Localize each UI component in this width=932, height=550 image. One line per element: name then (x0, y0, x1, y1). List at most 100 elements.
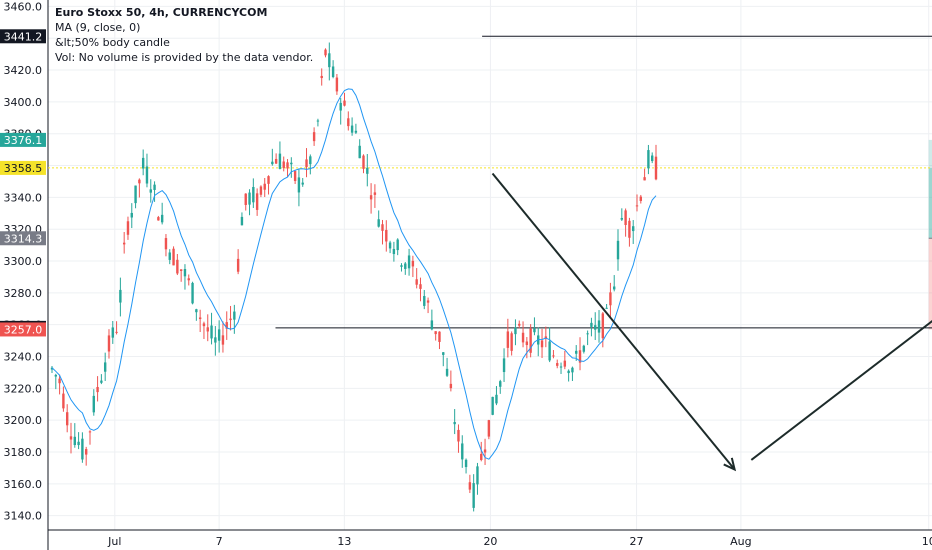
candle-body (415, 279, 418, 285)
candle-body (388, 242, 392, 249)
position-zones (928, 139, 932, 330)
trend-arrow (491, 172, 736, 471)
candle-body (464, 459, 468, 468)
candle-body (274, 158, 278, 164)
candle-body (252, 186, 255, 203)
candle-body (491, 396, 494, 415)
candle-body (198, 317, 202, 320)
candle-body (157, 217, 160, 221)
candle-body (548, 341, 551, 361)
candle-body (160, 214, 164, 223)
candle-body (244, 193, 247, 205)
y-tick-label: 3300.0 (4, 255, 43, 268)
candle-body (461, 443, 464, 460)
candle-body (297, 177, 301, 193)
candle-body (145, 166, 149, 184)
candle-body (293, 171, 297, 181)
chart-legend: Euro Stoxx 50, 4h, CURRENCYCOM MA (9, cl… (55, 5, 313, 65)
candle-body (407, 255, 411, 269)
candle-body (571, 367, 574, 373)
candle-body (487, 420, 491, 437)
candle-body (255, 193, 259, 210)
candle-body (183, 268, 187, 277)
candle-body (187, 278, 190, 281)
candle-body (578, 350, 582, 363)
candle-body (601, 313, 605, 339)
y-tick-label: 3200.0 (4, 414, 43, 427)
candle-body (278, 153, 282, 169)
candle-body (153, 184, 156, 190)
candle-body (423, 296, 426, 306)
candle-body (597, 320, 601, 333)
candle-body (58, 378, 61, 384)
candle-body (290, 162, 293, 165)
candle-body (301, 182, 304, 185)
candle-body (73, 436, 76, 446)
price-badge-label: 3314.3 (4, 232, 43, 245)
x-tick-label: Aug (730, 535, 751, 548)
legend-title: Euro Stoxx 50, 4h, CURRENCYCOM (55, 6, 268, 19)
candle-body (259, 186, 263, 195)
target-zone-upper (928, 139, 932, 168)
x-tick-label: 27 (630, 535, 644, 548)
candle-body (567, 370, 570, 374)
trend-arrow-head (723, 457, 737, 472)
candle-body (100, 380, 103, 383)
candle-body (240, 216, 244, 226)
candle-body (632, 226, 635, 232)
x-tick-label: 13 (337, 535, 351, 548)
candle-body (616, 240, 620, 260)
candle-body (191, 282, 194, 304)
price-badge (0, 29, 46, 44)
candle-body (50, 367, 54, 370)
candle-body (635, 205, 639, 207)
candle-body (400, 265, 403, 267)
candle-body (138, 179, 141, 184)
candle-body (324, 49, 327, 56)
candle-body (119, 289, 122, 303)
y-tick-label: 3280.0 (4, 287, 43, 300)
candle-body (130, 212, 133, 218)
trend-arrow (750, 319, 932, 461)
candle-body (457, 429, 460, 442)
candle-body (320, 75, 323, 79)
candle-body (499, 381, 502, 387)
candle-body (609, 292, 612, 306)
candle-body (271, 161, 274, 165)
legend-ma: MA (9, close, 0) (55, 21, 141, 34)
candle-body (483, 449, 487, 453)
candle-body (179, 269, 183, 271)
candle-body (575, 350, 578, 354)
candle-body (651, 155, 654, 162)
candle-body (472, 483, 475, 508)
candle-body (594, 325, 597, 330)
candle-body (263, 183, 266, 190)
price-badge-label: 3441.2 (4, 30, 43, 43)
candle-body (206, 327, 209, 332)
candle-body (176, 259, 179, 274)
candle-body (81, 438, 84, 460)
x-tick-label: 10 (922, 535, 932, 548)
candle-body (107, 335, 111, 352)
candle-body (518, 323, 521, 326)
candle-body (366, 167, 369, 174)
candle-body (111, 327, 114, 338)
candle-body (92, 395, 95, 413)
candle-body (369, 195, 373, 200)
candles (50, 42, 658, 512)
candle-body (373, 192, 377, 195)
candle-body (84, 449, 88, 455)
candle-body (438, 331, 441, 342)
candle-body (248, 192, 251, 205)
candle-body (381, 224, 384, 231)
candle-body (453, 422, 456, 425)
candle-body (404, 263, 407, 269)
trend-arrows (491, 172, 932, 472)
candle-body (620, 218, 624, 220)
candle-body (559, 366, 563, 368)
candle-body (552, 355, 555, 357)
candle-body (654, 156, 658, 180)
candle-body (495, 394, 498, 404)
